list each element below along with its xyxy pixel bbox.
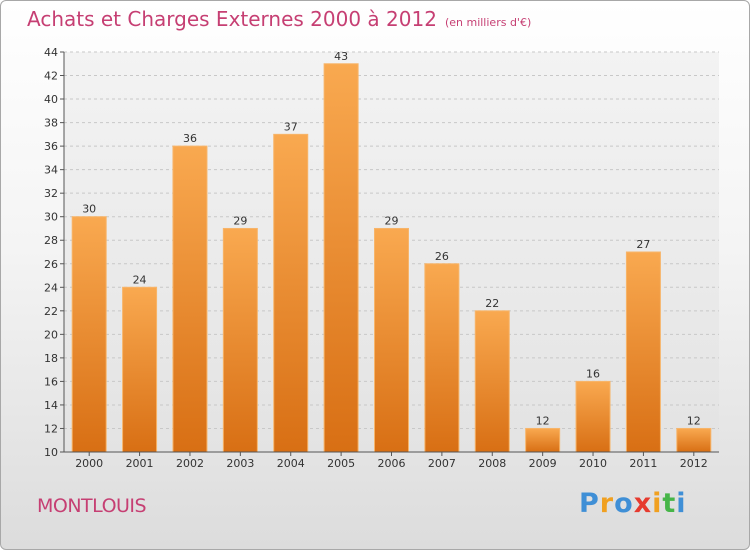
proxiti-logo: Proxiti <box>579 488 687 519</box>
chart-title: Achats et Charges Externes 2000 à 2012 (e… <box>27 7 531 31</box>
bars: 30 24 36 29 37 43 29 26 22 12 16 27 12 <box>71 50 712 453</box>
title-text: Achats et Charges Externes 2000 à 2012 <box>27 7 437 31</box>
data-label: 12 <box>687 414 701 427</box>
logo-letter: r <box>599 488 615 519</box>
y-tick-label: 20 <box>44 328 58 341</box>
y-tick-label: 26 <box>44 258 58 271</box>
y-tick-label: 30 <box>44 211 58 224</box>
data-label: 22 <box>485 297 499 310</box>
logo-letter: i <box>676 488 687 519</box>
y-tick-label: 10 <box>44 446 58 459</box>
y-tick-label: 42 <box>44 70 58 83</box>
y-tick-label: 44 <box>44 46 58 59</box>
logo-letter: t <box>662 488 677 519</box>
logo-letter: i <box>652 488 663 519</box>
x-tick-label: 2002 <box>176 457 204 470</box>
y-tick-label: 16 <box>44 375 58 388</box>
chart-subtitle: (en milliers d'€) <box>444 16 532 29</box>
location-label: MONTLOUIS <box>37 495 147 517</box>
data-label: 37 <box>284 120 298 133</box>
x-tick-label: 2004 <box>277 457 305 470</box>
y-tick-label: 36 <box>44 140 58 153</box>
bar <box>172 145 208 453</box>
logo-letter: x <box>633 488 653 519</box>
data-label: 43 <box>334 50 348 63</box>
bar <box>374 227 409 453</box>
x-axis: 2000 2001 2002 2003 2004 2005 2006 2007 2008 2009… <box>64 451 719 470</box>
y-tick-label: 34 <box>44 164 58 177</box>
y-tick-label: 22 <box>44 305 58 318</box>
y-tick-label: 40 <box>44 93 58 106</box>
logo-letter: P <box>579 488 600 519</box>
bar <box>575 380 611 453</box>
y-tick-label: 18 <box>44 352 58 365</box>
bar <box>323 63 359 453</box>
bar <box>474 310 510 453</box>
data-label: 16 <box>586 367 600 380</box>
y-tick-label: 12 <box>44 422 58 435</box>
y-tick-label: 38 <box>44 117 58 130</box>
bar <box>222 227 258 453</box>
data-label: 30 <box>82 203 96 216</box>
x-tick-label: 2009 <box>529 457 557 470</box>
bar <box>676 427 712 453</box>
x-tick-label: 2011 <box>629 457 657 470</box>
bar <box>273 133 309 453</box>
logo-letter: o <box>614 488 634 519</box>
x-tick-label: 2008 <box>478 457 506 470</box>
data-label: 29 <box>385 214 399 227</box>
x-tick-label: 2006 <box>378 457 406 470</box>
x-tick-label: 2010 <box>579 457 607 470</box>
y-axis: 10 12 14 16 18 20 22 24 26 28 30 32 34 36 38 40 42 44 <box>44 46 65 459</box>
data-label: 12 <box>536 414 550 427</box>
y-tick-label: 32 <box>44 187 58 200</box>
x-tick-label: 2000 <box>75 457 103 470</box>
x-tick-label: 2005 <box>327 457 355 470</box>
bar <box>625 251 661 453</box>
data-label: 36 <box>183 132 197 145</box>
data-label: 29 <box>233 214 247 227</box>
y-tick-label: 28 <box>44 234 58 247</box>
x-tick-label: 2007 <box>428 457 456 470</box>
bar <box>525 427 561 453</box>
bar <box>71 216 107 453</box>
x-tick-label: 2003 <box>226 457 254 470</box>
data-label: 26 <box>435 250 449 263</box>
x-tick-label: 2012 <box>680 457 708 470</box>
data-label: 27 <box>636 238 650 251</box>
bar <box>122 286 158 453</box>
y-tick-label: 14 <box>44 399 58 412</box>
bar <box>424 263 460 453</box>
data-label: 24 <box>133 273 147 286</box>
y-tick-label: 24 <box>44 281 58 294</box>
x-tick-label: 2001 <box>126 457 154 470</box>
